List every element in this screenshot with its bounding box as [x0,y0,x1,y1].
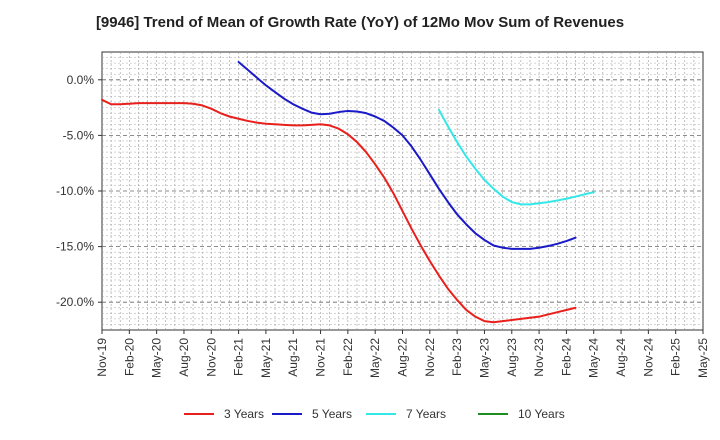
grid-lines [102,52,703,330]
x-tick-label: May-23 [477,338,491,378]
x-tick-label: Aug-22 [396,338,410,377]
y-tick-label: -20.0% [56,295,94,309]
legend-label-3-years: 3 Years [224,407,264,421]
x-tick-label: May-24 [587,338,601,378]
x-tick-label: Feb-21 [232,338,246,376]
x-tick-label: Feb-25 [669,338,683,376]
x-tick-label: Nov-24 [641,338,655,377]
x-tick-label: Nov-21 [314,338,328,377]
y-tick-label: -15.0% [56,240,94,254]
x-tick-label: Aug-21 [286,338,300,377]
x-tick-label: Feb-23 [450,338,464,376]
x-tick-label: Nov-22 [423,338,437,377]
x-tick-label: May-22 [368,338,382,378]
x-tick-label: May-25 [696,338,710,378]
x-tick-label: Feb-22 [341,338,355,376]
x-tick-label: Feb-24 [559,338,573,376]
y-tick-label: -10.0% [56,184,94,198]
x-tick-label: Aug-20 [177,338,191,377]
legend-label-10-years: 10 Years [518,407,565,421]
legend-label-7-years: 7 Years [406,407,446,421]
legend-label-5-years: 5 Years [312,407,352,421]
legend: 3 Years 5 Years 7 Years 10 Years [184,407,565,421]
chart-title: [9946] Trend of Mean of Growth Rate (YoY… [95,14,625,31]
x-tick-label: Aug-24 [614,338,628,377]
series-line-3-years [101,98,577,324]
x-tick-label: May-21 [259,338,273,378]
x-tick-label: Aug-23 [505,338,519,377]
series-line-7-years [437,108,595,206]
x-tick-label: Nov-20 [204,338,218,377]
y-tick-label: -5.0% [63,128,95,142]
axis-ticks: 0.0% -5.0% -10.0% -15.0% -20.0% Nov-19 Feb-20 M… [56,73,710,378]
series-layer [101,61,595,324]
y-tick-label: 0.0% [67,73,95,87]
x-tick-label: Nov-23 [532,338,546,377]
series-line-5-years [237,61,577,250]
x-tick-label: Feb-20 [122,338,136,376]
x-tick-label: May-20 [150,338,164,378]
x-tick-label: Nov-19 [95,338,109,377]
